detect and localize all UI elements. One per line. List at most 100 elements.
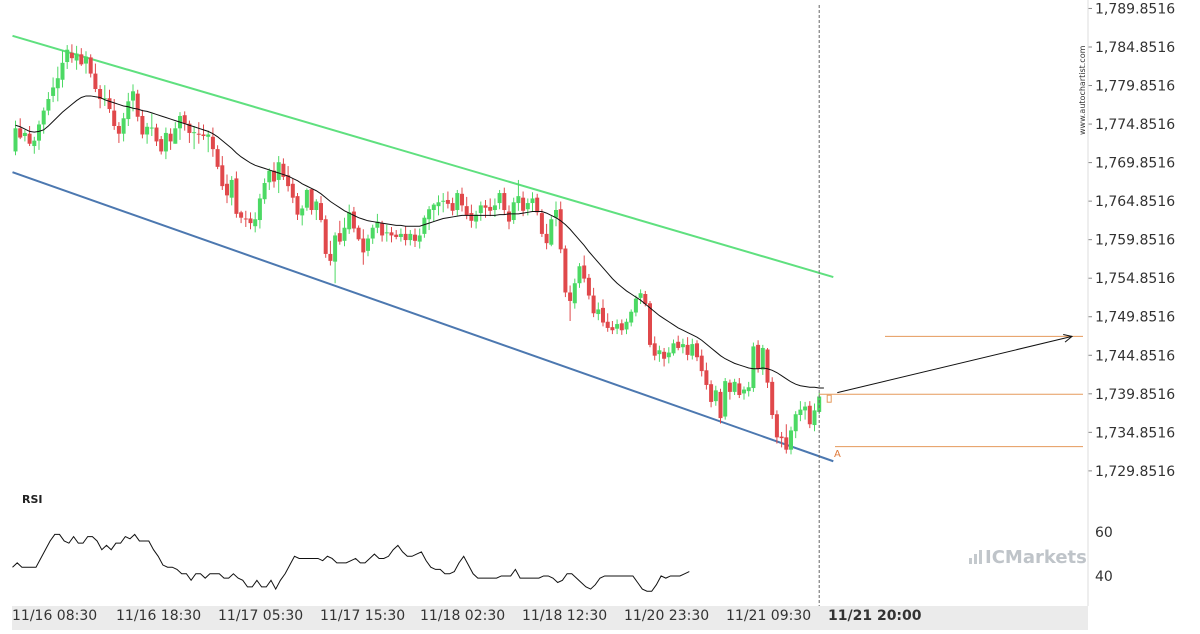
- candle-body: [638, 293, 643, 298]
- pattern-point-label: A: [834, 449, 841, 460]
- candle-body: [676, 341, 681, 348]
- candle-body: [568, 292, 573, 301]
- candle-body: [554, 210, 558, 218]
- candle-body: [586, 277, 591, 296]
- candle-body: [699, 355, 704, 372]
- candle-body: [248, 218, 253, 224]
- price-tick-label: 1,734.8516: [1095, 425, 1175, 441]
- candle-body: [596, 309, 601, 315]
- candle-body: [55, 78, 60, 89]
- candle-body: [140, 115, 145, 135]
- candle-body: [723, 381, 728, 417]
- candle-body: [502, 193, 507, 211]
- candle-body: [126, 101, 131, 120]
- candle-body: [173, 128, 178, 144]
- candle-body: [624, 321, 629, 330]
- price-tick-label: 1,739.8516: [1095, 387, 1175, 403]
- rsi-label: RSI: [22, 493, 43, 506]
- candle-body: [549, 219, 554, 245]
- candle-body: [272, 170, 276, 182]
- candle-body: [46, 99, 51, 111]
- candle-body: [789, 430, 793, 450]
- candle-body: [619, 323, 624, 331]
- candle-body: [742, 389, 746, 394]
- candle-body: [159, 139, 164, 152]
- candle-body: [27, 133, 32, 144]
- candle-body: [337, 233, 342, 242]
- price-tick-label: 1,754.8516: [1095, 271, 1175, 287]
- candle-body: [478, 205, 483, 214]
- candle-body: [342, 227, 347, 241]
- channel-lower-line: [12, 171, 834, 463]
- candle-body: [539, 213, 544, 234]
- candle-body: [469, 213, 474, 221]
- candle-body: [563, 248, 568, 293]
- candle-body: [384, 232, 389, 234]
- candle-body: [427, 209, 432, 220]
- candle-body: [737, 383, 742, 395]
- candle-body: [817, 396, 822, 412]
- candle-body: [196, 133, 201, 135]
- forecast-arrow-line: [837, 335, 1073, 394]
- candle-body: [154, 127, 159, 142]
- candle-body: [474, 214, 479, 222]
- time-tick-label: 11/21 20:00: [828, 608, 922, 624]
- candle-body: [112, 110, 117, 126]
- price-tick-label: 1,744.8516: [1095, 348, 1175, 364]
- candle-body: [460, 193, 464, 206]
- candle-body: [131, 91, 135, 101]
- candle-body: [267, 170, 272, 183]
- candle-body: [60, 62, 65, 80]
- candle-body: [116, 126, 121, 134]
- candle-body: [671, 343, 676, 354]
- candle-body: [666, 352, 671, 358]
- candle-body: [22, 132, 27, 137]
- candle-body: [713, 390, 718, 402]
- candle-body: [756, 344, 761, 369]
- candle-body: [234, 178, 239, 214]
- price-tick-label: 1,749.8516: [1095, 310, 1175, 326]
- candle-body: [760, 347, 765, 370]
- candle-body: [149, 127, 154, 129]
- candle-body: [629, 311, 634, 323]
- candle-body: [464, 206, 469, 216]
- brand-bars-icon: [969, 550, 982, 564]
- candle-body: [88, 57, 93, 74]
- candle-body: [492, 205, 497, 211]
- candle-body: [37, 124, 41, 141]
- candle-body: [774, 414, 779, 438]
- candle-body: [51, 87, 56, 96]
- candle-body: [295, 196, 300, 215]
- candle-body: [319, 203, 323, 221]
- time-tick-label: 11/17 05:30: [218, 608, 303, 624]
- candle-body: [361, 238, 366, 253]
- time-tick-label: 11/21 09:30: [726, 608, 811, 624]
- time-tick-label: 11/20 23:30: [624, 608, 709, 624]
- candle-body: [102, 98, 107, 100]
- candle-body: [79, 54, 84, 65]
- candle-body: [601, 307, 605, 323]
- brand-name: ICMarkets: [985, 547, 1087, 568]
- candle-body: [779, 436, 784, 439]
- candle-body: [657, 350, 662, 355]
- candle-body: [239, 212, 244, 218]
- candle-body: [591, 295, 596, 314]
- price-tick-label: 1,769.8516: [1095, 156, 1175, 172]
- candle-body: [13, 128, 18, 152]
- candle-body: [633, 298, 638, 313]
- candle-body: [765, 349, 770, 383]
- candle-body: [163, 132, 168, 152]
- candle-body: [398, 233, 403, 237]
- candle-body: [206, 134, 211, 137]
- candle-body: [643, 294, 648, 305]
- candle-body: [812, 410, 817, 426]
- candle-body: [135, 93, 140, 117]
- candle-body: [309, 189, 314, 211]
- candle-body: [497, 193, 502, 204]
- channel-upper-line: [12, 34, 834, 279]
- candle-body: [389, 232, 394, 236]
- candle-body: [182, 115, 187, 124]
- candle-body: [732, 381, 737, 392]
- time-tick-label: 11/18 02:30: [420, 608, 505, 624]
- candle-body: [394, 234, 399, 237]
